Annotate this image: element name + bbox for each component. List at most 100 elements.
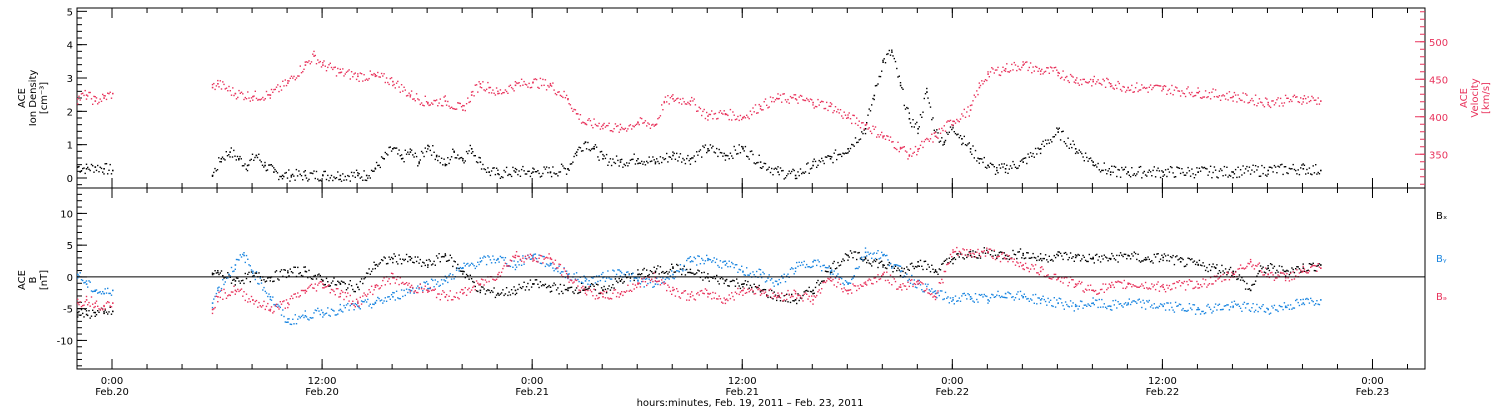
by-point [378, 298, 379, 299]
by-point [1031, 299, 1032, 300]
bx-point [990, 254, 991, 255]
bz-point [982, 251, 983, 252]
velocity-point [642, 123, 643, 124]
bz-point [617, 292, 618, 293]
bx-point [660, 266, 661, 267]
bx-point [427, 267, 428, 268]
bx-point [88, 310, 89, 311]
velocity-point [1205, 90, 1206, 91]
bx-point [1110, 258, 1112, 260]
density-point [1115, 167, 1116, 168]
by-point [1082, 308, 1083, 309]
bx-point [395, 256, 396, 257]
bz-point [431, 290, 432, 291]
bx-point [555, 284, 556, 285]
bz-point [522, 258, 523, 259]
bx-point [649, 274, 650, 275]
bz-point [935, 299, 936, 300]
bx-point [405, 259, 406, 260]
bx-point [1212, 263, 1213, 264]
velocity-point [1304, 95, 1305, 96]
bx-point [338, 282, 339, 283]
by-point [255, 279, 256, 280]
bx-point [1135, 253, 1136, 254]
bz-point [752, 290, 753, 291]
by-point [1194, 304, 1195, 305]
by-point [330, 315, 331, 316]
bx-point [460, 270, 461, 271]
bx-point [1126, 258, 1127, 259]
velocity-point [523, 81, 524, 82]
bz-point [233, 286, 234, 287]
velocity-point [991, 67, 992, 68]
by-point [1135, 301, 1136, 302]
density-point [702, 145, 703, 146]
by-point [450, 273, 451, 274]
velocity-point [420, 104, 421, 105]
by-point [1092, 302, 1094, 304]
velocity-point [894, 147, 895, 148]
bz-point [732, 296, 733, 297]
density-point [820, 161, 821, 162]
bx-point [353, 291, 354, 292]
density-point [824, 163, 825, 164]
bz-point [765, 291, 766, 292]
bz-point [744, 288, 745, 289]
bz-point [503, 265, 504, 266]
bz-point [992, 258, 993, 259]
velocity-point [1031, 72, 1032, 73]
bx-point [333, 277, 334, 278]
bz-point [97, 306, 98, 307]
bz-point [1031, 264, 1032, 265]
density-point [882, 60, 883, 61]
bx-point [1167, 255, 1168, 256]
density-point [839, 154, 840, 155]
velocity-point [797, 103, 798, 104]
velocity-point [924, 141, 925, 142]
by-point [1274, 305, 1275, 306]
by-point [654, 286, 655, 287]
velocity-point [506, 91, 507, 92]
velocity-point [437, 105, 438, 106]
velocity-point [715, 113, 716, 114]
bx-point [390, 259, 391, 260]
bz-point [506, 265, 507, 266]
density-point [910, 122, 911, 123]
density-point [655, 163, 656, 164]
velocity-point [740, 115, 741, 116]
density-point [365, 180, 366, 181]
bx-point [1037, 256, 1038, 257]
by-point [689, 257, 690, 258]
density-point [587, 142, 588, 143]
bx-point [370, 274, 371, 275]
velocity-point [671, 96, 672, 97]
bx-point [485, 293, 486, 294]
by-point [926, 286, 927, 287]
density-point [1314, 172, 1315, 173]
bx-point [216, 272, 217, 273]
density-point [258, 154, 259, 155]
bx-point [840, 264, 841, 265]
bz-point [1027, 268, 1028, 269]
velocity-point [468, 102, 469, 103]
density-point [1234, 173, 1235, 174]
velocity-point [1271, 100, 1272, 101]
bx-point [1054, 255, 1055, 256]
bx-point [1303, 263, 1304, 264]
bx-point [486, 290, 487, 291]
bx-point [95, 312, 97, 314]
bz-point [346, 296, 347, 297]
velocity-point [1034, 70, 1035, 71]
velocity-point [1047, 67, 1048, 68]
density-point [1137, 171, 1138, 172]
density-point [277, 172, 278, 173]
bx-point [767, 297, 768, 298]
bx-point [1124, 254, 1125, 255]
velocity-point [961, 113, 962, 114]
bz-point [730, 298, 731, 299]
density-point [588, 149, 589, 150]
bz-point [767, 295, 768, 296]
by-point [677, 270, 678, 271]
bz-point [1016, 261, 1017, 262]
velocity-point [305, 64, 307, 66]
